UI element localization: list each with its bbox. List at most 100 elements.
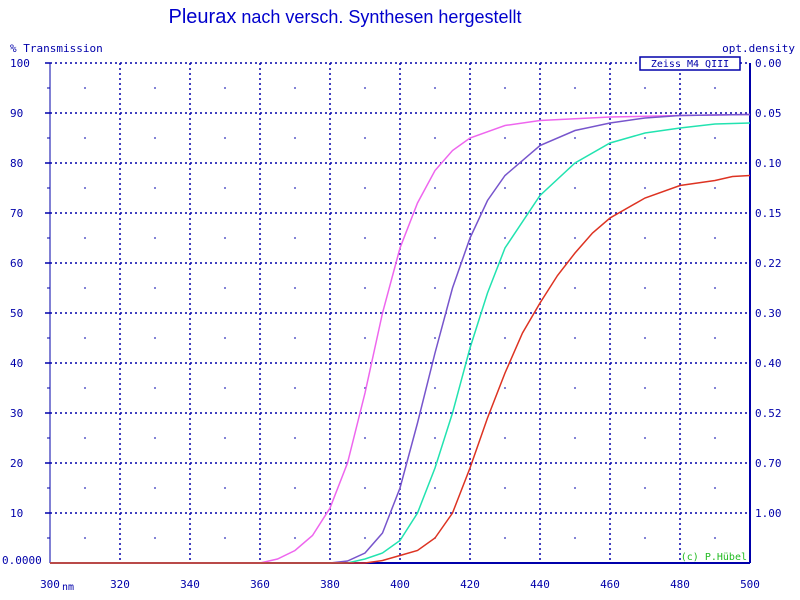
grid-dot [504,537,506,539]
od-label-bg [752,206,792,220]
x-tick-label: 420 [460,578,480,591]
grid-dot [294,487,296,489]
grid-dot [224,387,226,389]
grid-dot [574,187,576,189]
grid-dot [154,87,156,89]
od-label-bg [752,156,792,170]
grid-dot [364,187,366,189]
grid-dot [644,487,646,489]
grid-dot [84,337,86,339]
grid-dot [84,387,86,389]
grid-dot [714,87,716,89]
grid-dot [644,337,646,339]
y-axis-label-left: % Transmission [10,42,103,55]
tick-labels: 100 90 80 70 60 50 40 30 20 10 0.0000 0.00 0.05 0.10 0… [2,56,792,591]
grid-dot [714,137,716,139]
grid-dot [434,87,436,89]
grid-dot [364,387,366,389]
od-label-bg [752,256,792,270]
y-tick-label-right: 1.00 [755,507,782,520]
grid-dot [154,237,156,239]
grid-dot [574,287,576,289]
od-label-bg [752,56,792,70]
grid-dot [504,287,506,289]
grid-dot [154,287,156,289]
grid-dot [504,87,506,89]
grid-dot [714,437,716,439]
x-tick-label: 320 [110,578,130,591]
od-label-bg [752,456,792,470]
x-tick-label: 300 [40,578,60,591]
grid-dot [84,187,86,189]
grid-dot [154,537,156,539]
grid-dot [714,237,716,239]
x-tick-label: 480 [670,578,690,591]
grid-dot [294,537,296,539]
y-tick-label-right: 0.10 [755,157,782,170]
grid-dot [364,87,366,89]
grid-dot [574,487,576,489]
grid-dot [294,437,296,439]
copyright-label: (c) P.Hübel [681,552,747,563]
grid-dot [504,237,506,239]
grid-dot [154,137,156,139]
y-tick-label-right: 0.00 [755,57,782,70]
grid-dot [714,487,716,489]
grid-dot [294,237,296,239]
chart-title-rest: nach versch. Synthesen hergestellt [236,7,522,27]
grid-dot [224,237,226,239]
grid-dot [644,87,646,89]
y-axis-label-right: opt.density [722,42,795,55]
grid-dot [84,487,86,489]
series-line-2 [50,113,751,564]
grid-dot [224,437,226,439]
grid-dot [84,287,86,289]
grid-dot [504,137,506,139]
grid-dot [224,87,226,89]
grid-dot [434,237,436,239]
od-label-bg [752,106,792,120]
grid-dot [574,87,576,89]
y-tick-label-left: 20 [10,457,23,470]
grid [45,62,751,563]
grid-dot [644,187,646,189]
grid-dot [434,287,436,289]
grid-dot [154,387,156,389]
grid-dot [644,437,646,439]
y-tick-label-left: 80 [10,157,23,170]
grid-dot [84,137,86,139]
grid-dot [224,537,226,539]
x-tick-label: 340 [180,578,200,591]
grid-dot [294,387,296,389]
grid-dot [574,237,576,239]
grid-dot [84,437,86,439]
grid-dot [224,137,226,139]
grid-dot [574,437,576,439]
y-tick-label-right: 0.30 [755,307,782,320]
y-tick-label-left: 100 [10,57,30,70]
series [50,113,751,564]
grid-dot [504,187,506,189]
y-tick-label-zero: 0.0000 [2,554,42,567]
chart-title: Pleurax nach versch. Synthesen hergestel… [0,6,690,29]
y-tick-label-right: 0.40 [755,357,782,370]
y-tick-label-right: 0.15 [755,207,782,220]
series-line-1 [50,113,751,564]
y-tick-label-left: 40 [10,357,23,370]
y-tick-label-left: 60 [10,257,23,270]
grid-dot [714,387,716,389]
od-label-bg [752,306,792,320]
grid-dot [714,537,716,539]
grid-dot [294,337,296,339]
grid-dot [154,437,156,439]
grid-dot [714,337,716,339]
chart-title-main: Pleurax [168,6,237,28]
grid-dot [574,537,576,539]
grid-dot [224,337,226,339]
grid-dot [154,337,156,339]
grid-dot [574,137,576,139]
grid-dot [154,487,156,489]
grid-dot [364,337,366,339]
